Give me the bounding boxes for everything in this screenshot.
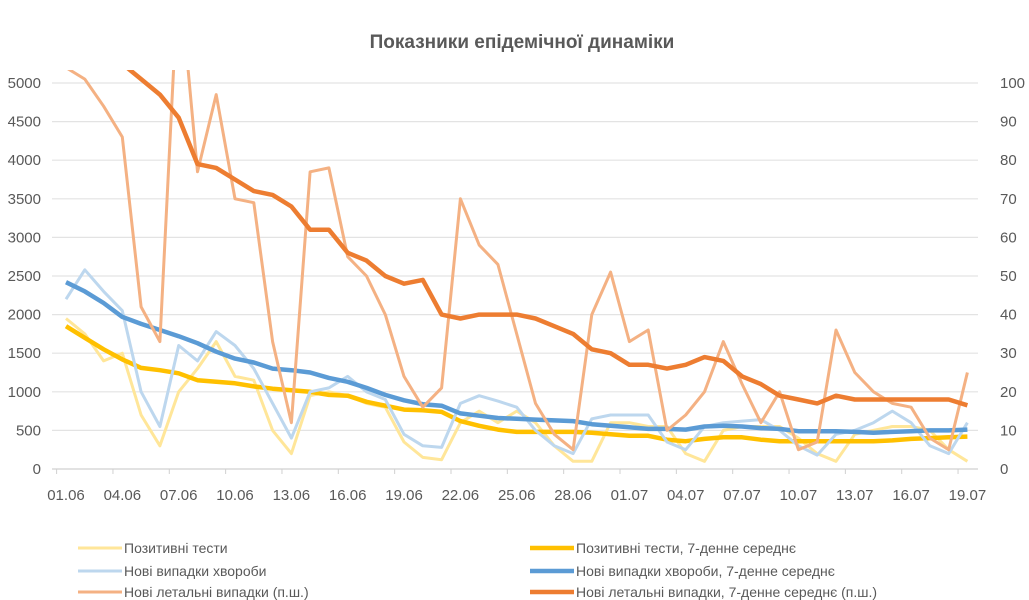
y-left-tick-label: 1000	[8, 384, 41, 401]
legend-item: Позитивні тести	[78, 540, 228, 556]
legend-item: Нові летальні випадки (п.ш.)	[78, 584, 309, 600]
y-right-tick-label: 60	[1000, 229, 1017, 246]
chart-title: Показники епідемічної динаміки	[370, 32, 675, 53]
x-tick-label: 01.07	[611, 487, 649, 504]
y-left-tick-label: 2000	[8, 307, 41, 324]
x-tick-label: 13.06	[273, 487, 311, 504]
y-right-tick-label: 70	[1000, 191, 1017, 208]
legend-label: Нові випадки хвороби	[124, 563, 266, 579]
legend-item: Нові випадки хвороби	[78, 563, 266, 579]
x-tick-label: 10.06	[216, 487, 254, 504]
series-line-4	[65, 280, 968, 435]
y-left-tick-label: 1500	[8, 345, 41, 362]
x-tick-label: 19.06	[385, 487, 423, 504]
x-tick-label: 01.06	[47, 487, 85, 504]
x-tick-label: 25.06	[498, 487, 536, 504]
y-left-tick-label: 3000	[8, 229, 41, 246]
y-left-tick-label: 5000	[8, 75, 41, 92]
x-tick-label: 19.07	[949, 487, 987, 504]
y-right-tick-label: 30	[1000, 345, 1017, 362]
y-right-tick-label: 80	[1000, 152, 1017, 169]
x-tick-label: 07.06	[160, 487, 198, 504]
x-tick-label: 04.07	[667, 487, 705, 504]
y-left-tick-label: 2500	[8, 268, 41, 285]
legend-item: Нові випадки хвороби, 7-денне середнє	[530, 563, 835, 579]
x-tick-label: 07.07	[723, 487, 761, 504]
legend-label: Нові летальні випадки (п.ш.)	[124, 584, 309, 600]
y-left-tick-label: 4500	[8, 114, 41, 131]
x-axis: 01.06 04.06 07.06 10.06 13.06 16.06 19.06 22.06…	[47, 469, 986, 504]
x-tick-label: 10.07	[780, 487, 818, 504]
legend-label: Нові летальні випадки, 7-денне середнє (…	[576, 584, 877, 600]
x-tick-label: 16.06	[329, 487, 367, 504]
series-lines	[64, 70, 969, 463]
y-left-tick-label: 4000	[8, 152, 41, 169]
series-line-6	[126, 70, 969, 408]
legend-label: Позитивні тести, 7-денне середнє	[576, 540, 796, 556]
legend-item: Позитивні тести, 7-денне середнє	[530, 540, 796, 556]
x-tick-label: 22.06	[442, 487, 480, 504]
x-tick-label: 28.06	[554, 487, 592, 504]
x-tick-label: 04.06	[104, 487, 142, 504]
y-right-tick-label: 20	[1000, 384, 1017, 401]
left-axis-ticks: 0 500 1000 1500 2000 2500 3000 3500 4000 4500 5000	[8, 75, 41, 478]
right-axis-ticks: 0 10 20 30 40 50 60 70 80 90 100	[1000, 75, 1025, 478]
x-tick-label: 16.07	[892, 487, 930, 504]
x-tick-label: 13.07	[836, 487, 874, 504]
series-line-3	[64, 268, 969, 457]
series-line-5	[67, 70, 969, 452]
y-left-tick-label: 0	[33, 461, 41, 478]
legend-label: Позитивні тести	[124, 540, 228, 556]
y-right-tick-label: 100	[1000, 75, 1025, 92]
legend-item: Нові летальні випадки, 7-денне середнє (…	[530, 584, 877, 600]
legend: Позитивні тести Позитивні тести, 7-денне …	[78, 540, 877, 600]
y-left-tick-label: 500	[16, 422, 41, 439]
y-right-tick-label: 0	[1000, 461, 1008, 478]
legend-label: Нові випадки хвороби, 7-денне середнє	[576, 563, 835, 579]
y-left-tick-label: 3500	[8, 191, 41, 208]
y-right-tick-label: 40	[1000, 307, 1017, 324]
y-right-tick-label: 10	[1000, 422, 1017, 439]
y-right-tick-label: 90	[1000, 114, 1017, 131]
y-right-tick-label: 50	[1000, 268, 1017, 285]
